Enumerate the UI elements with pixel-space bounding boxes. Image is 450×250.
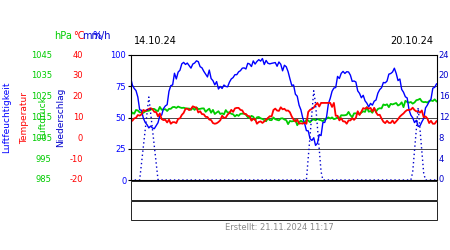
Text: 1015: 1015 — [31, 113, 52, 122]
Text: 985: 985 — [36, 176, 52, 184]
Text: 1025: 1025 — [31, 92, 52, 101]
Text: 8: 8 — [439, 134, 444, 143]
Text: Temperatur: Temperatur — [20, 92, 29, 144]
Text: 1005: 1005 — [31, 134, 52, 143]
Text: 12: 12 — [439, 113, 449, 122]
Text: -10: -10 — [70, 155, 83, 164]
Text: 0: 0 — [439, 176, 444, 184]
Text: -20: -20 — [70, 176, 83, 184]
Text: 20.10.24: 20.10.24 — [391, 36, 433, 46]
Text: 4: 4 — [439, 155, 444, 164]
Text: °C: °C — [73, 31, 85, 41]
Text: 40: 40 — [73, 50, 83, 59]
Text: %: % — [92, 31, 101, 41]
Text: 20: 20 — [73, 92, 83, 101]
Text: 995: 995 — [36, 155, 52, 164]
Text: 1035: 1035 — [31, 71, 52, 80]
Text: mm/h: mm/h — [82, 31, 111, 41]
Text: Luftfeuchtigkeit: Luftfeuchtigkeit — [2, 82, 11, 153]
Text: 1045: 1045 — [31, 50, 52, 59]
Text: 20: 20 — [439, 71, 449, 80]
Text: 16: 16 — [439, 92, 450, 101]
Text: Luftdruck: Luftdruck — [38, 96, 47, 139]
Text: 14.10.24: 14.10.24 — [134, 36, 176, 46]
Text: 10: 10 — [73, 113, 83, 122]
Text: Erstellt: 21.11.2024 11:17: Erstellt: 21.11.2024 11:17 — [225, 223, 333, 232]
Text: 24: 24 — [439, 50, 449, 59]
Text: 0: 0 — [78, 134, 83, 143]
Text: hPa: hPa — [54, 31, 72, 41]
Text: 30: 30 — [72, 71, 83, 80]
Text: Niederschlag: Niederschlag — [56, 88, 65, 147]
